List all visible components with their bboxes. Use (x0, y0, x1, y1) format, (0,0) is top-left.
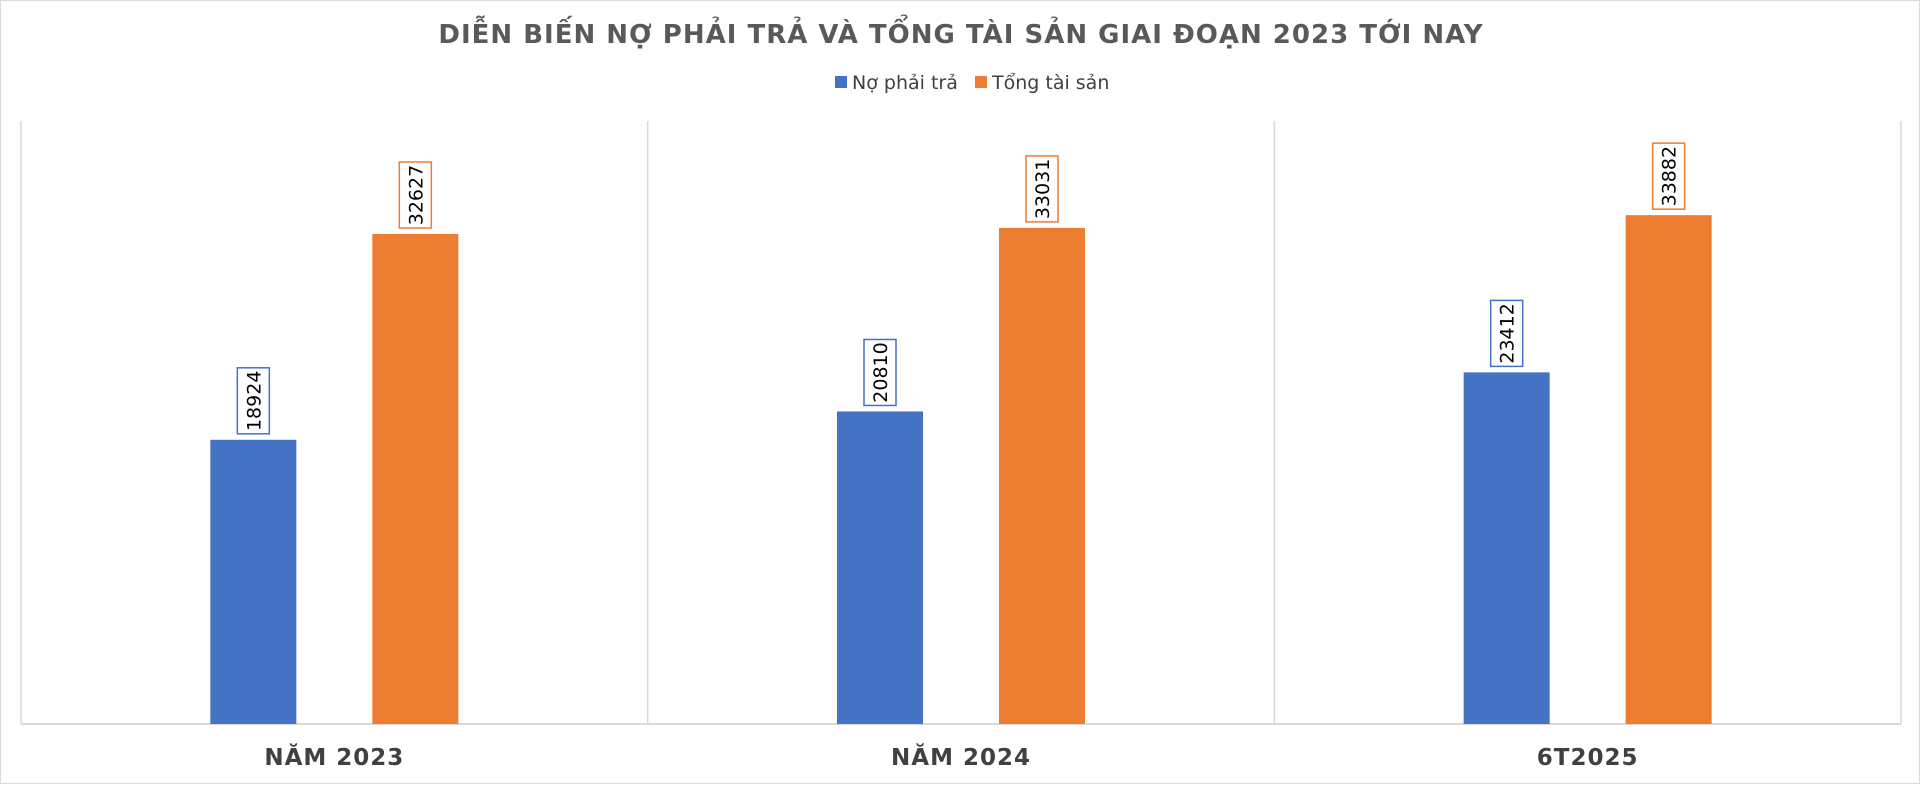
data-label-box: 32627 (398, 161, 433, 229)
data-label-border (1651, 142, 1686, 210)
bar (210, 439, 297, 724)
data-label: 32627 (405, 165, 427, 225)
data-label: 23412 (1497, 303, 1519, 363)
legend: Nợ phải trả Tổng tài sản (835, 72, 1109, 94)
bar (837, 411, 923, 724)
data-label: 18924 (243, 371, 265, 431)
data-label-border (236, 367, 271, 435)
bar (1625, 215, 1712, 725)
data-label: 33882 (1659, 146, 1681, 206)
bar (1463, 372, 1550, 724)
plot-area: NĂM 2023 18924 32627 NĂM 2024 20810 33031 6T20… (20, 121, 1902, 771)
legend-label: Tổng tài sản (991, 72, 1109, 94)
legend-swatch (975, 76, 987, 88)
bar (999, 227, 1085, 725)
category-label: NĂM 2023 (264, 743, 404, 771)
legend-item: Tổng tài sản (975, 72, 1109, 94)
data-label-box: 18924 (236, 367, 271, 435)
data-label-box: 23412 (1489, 299, 1524, 368)
category-label: NĂM 2024 (891, 743, 1031, 771)
legend-swatch (835, 76, 847, 88)
legend-label: Nợ phải trả (852, 72, 958, 94)
category-label: 6T2025 (1537, 745, 1639, 771)
chart-title: DIỄN BIẾN NỢ PHẢI TRẢ VÀ TỔNG TÀI SẢN GI… (438, 12, 1483, 50)
data-label-border (398, 161, 433, 229)
data-label-box: 33031 (1025, 155, 1059, 223)
bar (372, 234, 459, 724)
data-label-border (1489, 299, 1524, 368)
data-label-border (863, 338, 897, 407)
data-label-border (1025, 155, 1059, 223)
data-label-box: 33882 (1651, 142, 1686, 210)
data-label: 20810 (870, 342, 892, 402)
data-label-box: 20810 (863, 338, 897, 407)
data-label: 33031 (1032, 159, 1054, 219)
legend-item: Nợ phải trả (835, 72, 958, 94)
